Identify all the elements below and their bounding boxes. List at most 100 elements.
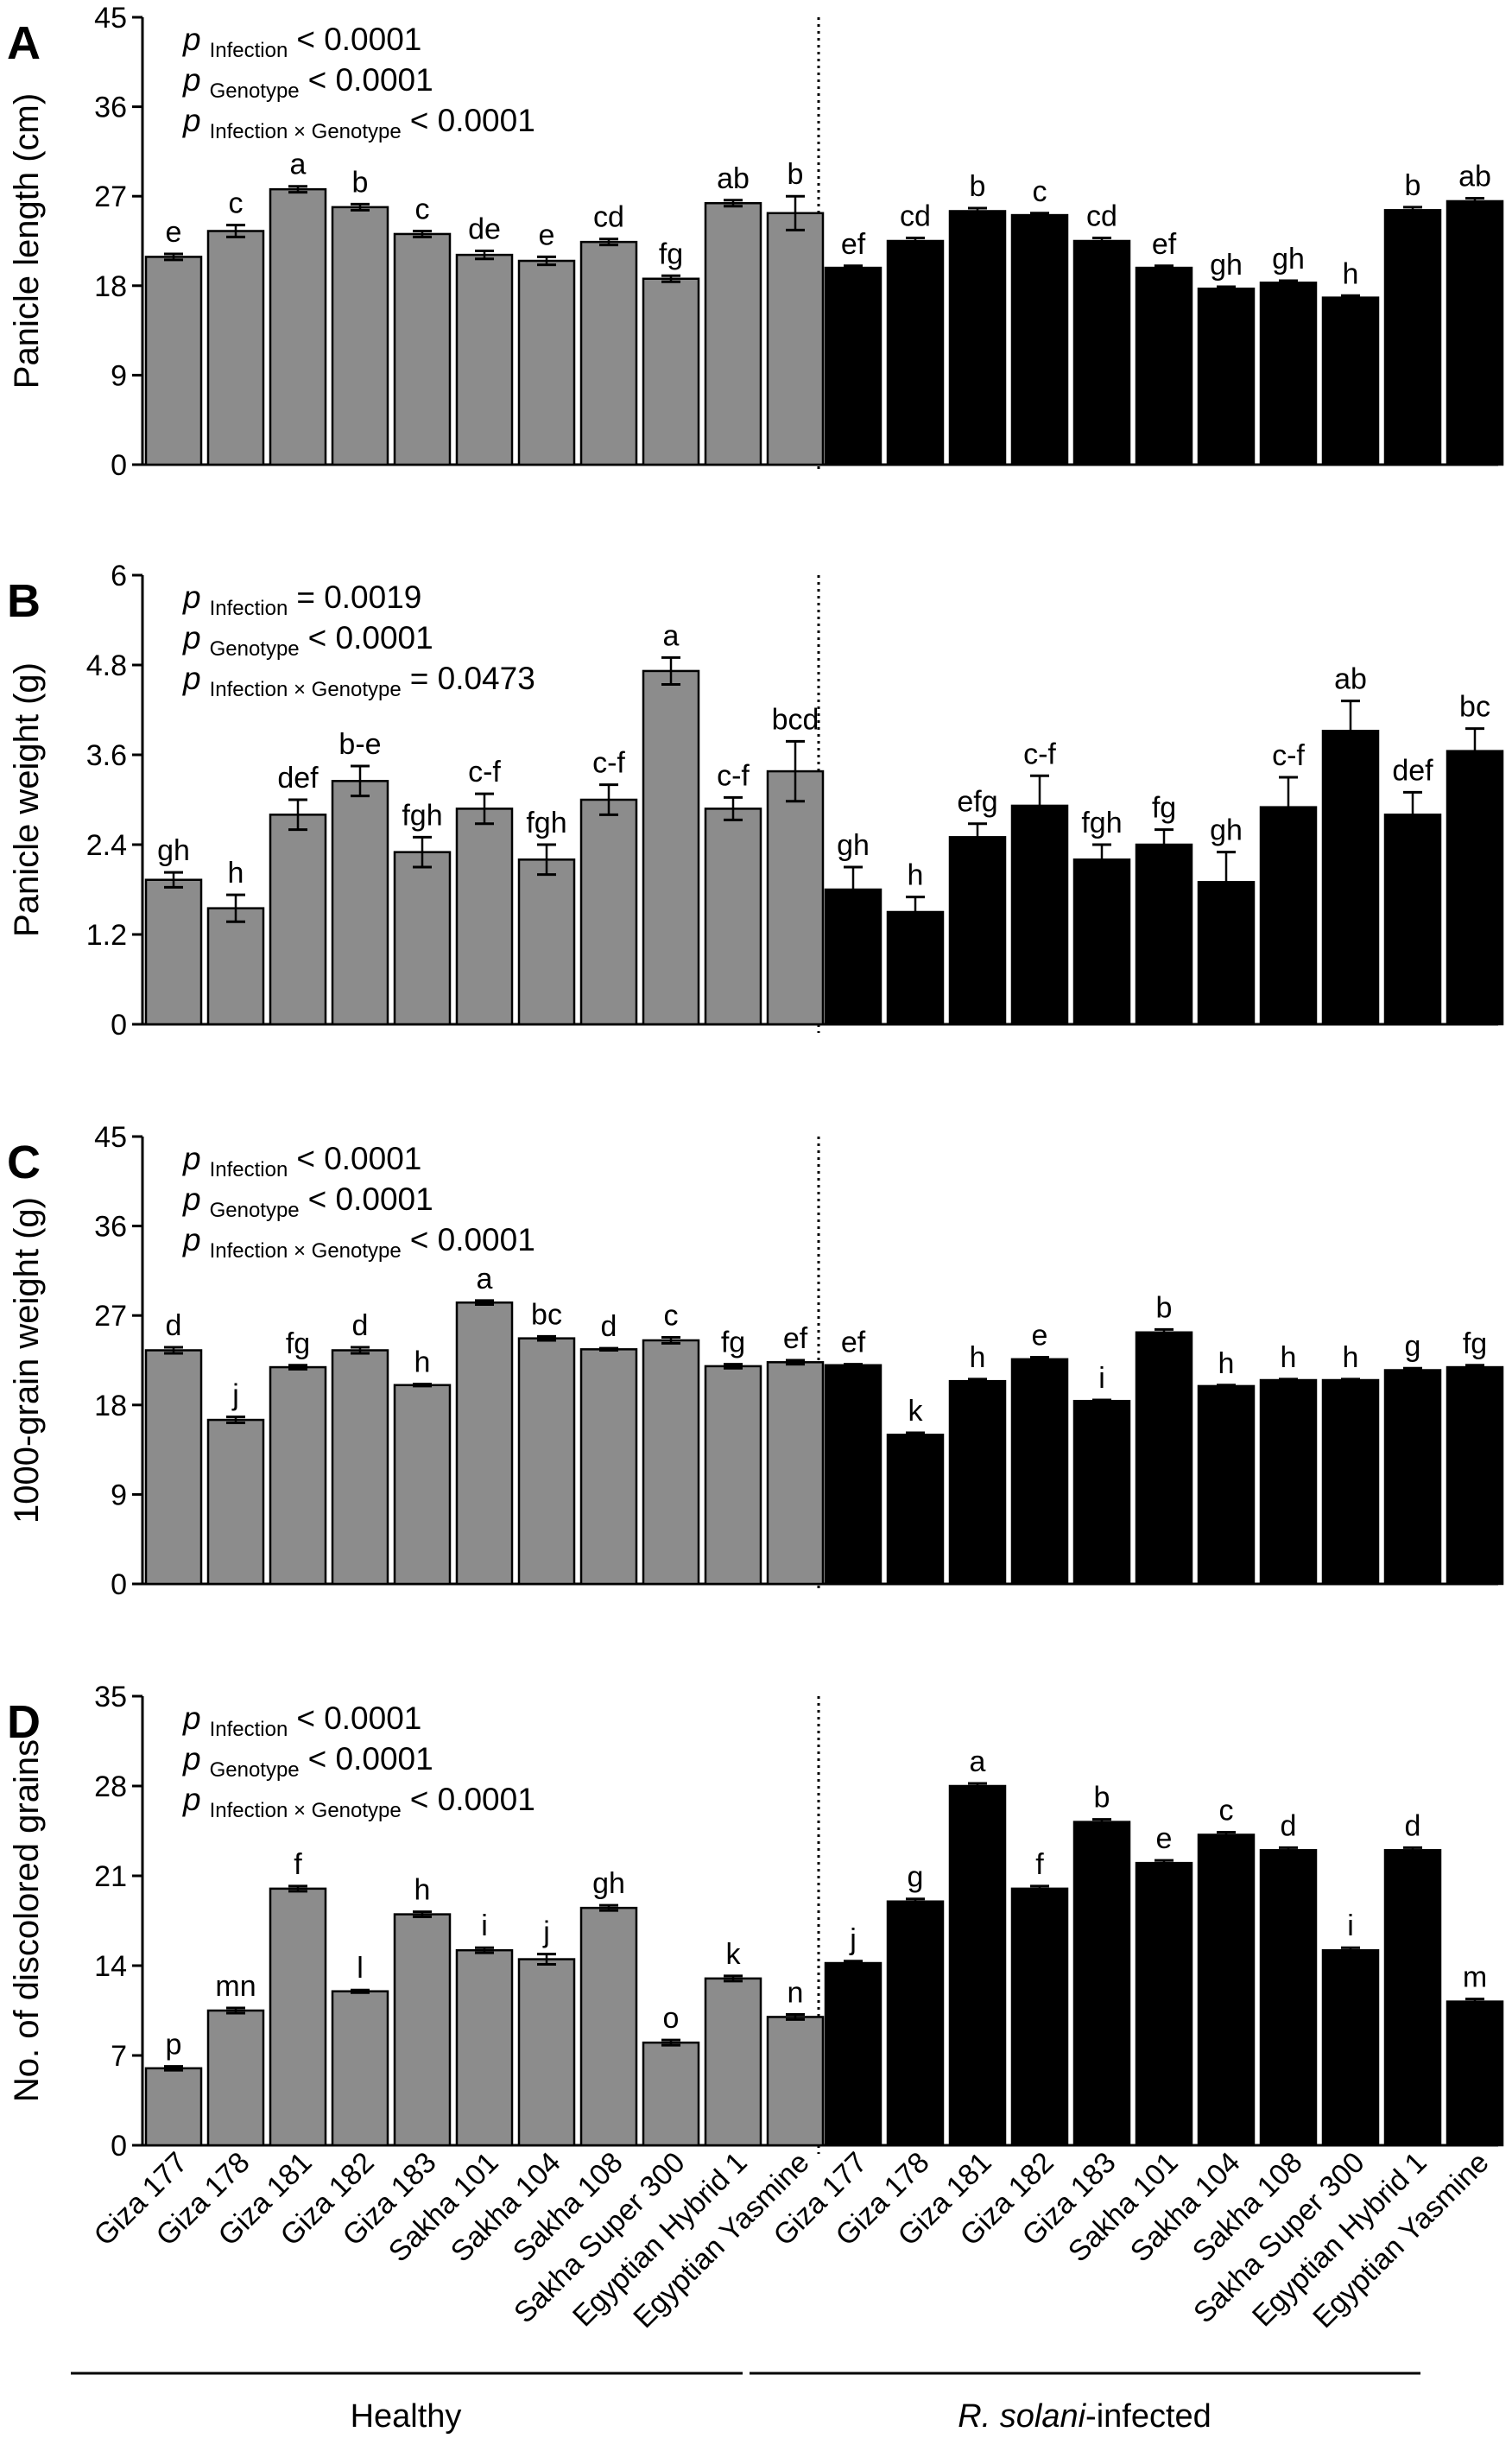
- bar: [144, 878, 203, 1026]
- bar: [642, 2041, 700, 2147]
- bar: [1072, 858, 1131, 1026]
- bar: [1446, 200, 1504, 466]
- significance-letter: fgh: [526, 807, 566, 839]
- bar: [1197, 288, 1256, 466]
- y-tick-label: 1.2: [86, 919, 127, 952]
- y-tick-label: 7: [111, 2040, 127, 2073]
- stat-p: p: [182, 1222, 201, 1257]
- bar: [579, 1906, 638, 2147]
- significance-letter: h: [414, 1346, 431, 1379]
- significance-letter: g: [1405, 1330, 1421, 1363]
- significance-letter: h: [908, 859, 924, 892]
- y-axis-title: Panicle weight (g): [8, 662, 46, 937]
- bar: [704, 1977, 762, 2147]
- significance-letter: c-f: [468, 756, 501, 788]
- bar: [1135, 1331, 1193, 1586]
- significance-letter: gh: [157, 834, 190, 867]
- bar: [948, 1379, 1007, 1586]
- significance-letter: p: [166, 2029, 182, 2062]
- bar: [455, 253, 514, 466]
- stat-value: < 0.0001: [308, 1181, 433, 1217]
- bar: [1197, 1384, 1256, 1586]
- healthy-group-label: Healthy: [351, 2398, 462, 2435]
- bar: [455, 1948, 514, 2147]
- significance-letter: fg: [721, 1327, 745, 1359]
- stat-p: p: [182, 62, 201, 98]
- bar: [455, 808, 514, 1026]
- bar: [269, 814, 327, 1026]
- stat-value: < 0.0001: [308, 1741, 433, 1776]
- bar: [1135, 843, 1193, 1026]
- significance-letter: b: [970, 170, 986, 203]
- stat-value: < 0.0001: [296, 22, 421, 57]
- stat-value: < 0.0001: [410, 1782, 535, 1817]
- y-tick-label: 3.6: [86, 739, 127, 772]
- stat-subscript: Genotype: [210, 79, 300, 103]
- y-tick-label: 27: [94, 1300, 127, 1333]
- stat-line: p Genotype < 0.0001: [182, 620, 433, 661]
- bar: [579, 240, 638, 466]
- y-tick-label: 0: [111, 2130, 127, 2163]
- stat-line: p Infection = 0.0019: [182, 580, 421, 620]
- significance-letter: k: [908, 1395, 924, 1428]
- significance-letter: cd: [900, 200, 931, 233]
- y-tick-label: 45: [94, 1121, 127, 1154]
- significance-letter: f: [1035, 1848, 1044, 1881]
- bar: [886, 239, 945, 466]
- significance-letter: c: [1219, 1794, 1234, 1827]
- stat-subscript: Genotype: [210, 1758, 300, 1782]
- significance-letter: h: [414, 1874, 431, 1907]
- significance-letter: e: [1156, 1822, 1173, 1855]
- bar: [331, 1349, 389, 1586]
- bar: [948, 836, 1007, 1026]
- significance-letter: h: [1281, 1341, 1297, 1374]
- bar: [1072, 239, 1131, 466]
- bar: [766, 770, 825, 1026]
- bar: [331, 780, 389, 1026]
- bar: [393, 851, 452, 1026]
- y-tick-label: 4.8: [86, 649, 127, 682]
- significance-letter: bc: [531, 1298, 562, 1331]
- significance-letter: def: [277, 762, 319, 795]
- stat-subscript: Genotype: [210, 1199, 300, 1222]
- bar: [1135, 1861, 1193, 2147]
- significance-letter: cd: [593, 201, 624, 234]
- series-infected: j g a f b e c d i d m: [824, 1745, 1504, 2147]
- significance-letter: i: [481, 1910, 488, 1942]
- significance-letter: d: [601, 1310, 617, 1343]
- bar: [206, 2009, 265, 2147]
- y-tick-label: 9: [111, 1479, 127, 1511]
- significance-letter: gh: [1210, 814, 1243, 847]
- significance-letter: o: [663, 2002, 680, 2035]
- panel-B: B 0 1.2 2.4 3.6 4.8 6 Panicle weight (g) p Infect…: [7, 560, 1504, 1042]
- bar: [393, 232, 452, 466]
- bar: [206, 1418, 265, 1586]
- significance-letter: ab: [717, 162, 750, 195]
- significance-letter: de: [468, 213, 501, 246]
- stat-subscript: Infection × Genotype: [210, 1239, 402, 1263]
- bar: [1321, 730, 1380, 1026]
- y-axis-title: No. of discolored grains: [8, 1739, 46, 2102]
- bar: [948, 210, 1007, 466]
- series-healthy: gh h def b-e fgh c-f fgh c-f a c-f bcd: [144, 619, 825, 1026]
- significance-letter: c-f: [592, 747, 625, 780]
- bar: [824, 266, 883, 466]
- bar: [517, 1337, 576, 1586]
- bar: [455, 1301, 514, 1586]
- significance-letter: gh: [1210, 249, 1243, 282]
- bar: [642, 1339, 700, 1586]
- significance-letter: g: [908, 1861, 924, 1894]
- y-tick-label: 18: [94, 270, 127, 303]
- significance-letter: c-f: [1272, 739, 1305, 772]
- significance-letter: d: [1281, 1809, 1297, 1842]
- significance-letter: c: [664, 1300, 679, 1333]
- bar: [517, 259, 576, 466]
- bar: [1446, 1365, 1504, 1586]
- bar: [517, 858, 576, 1026]
- significance-letter: a: [477, 1263, 493, 1295]
- bar: [886, 910, 945, 1026]
- significance-letter: j: [542, 1916, 550, 1949]
- bar: [704, 202, 762, 466]
